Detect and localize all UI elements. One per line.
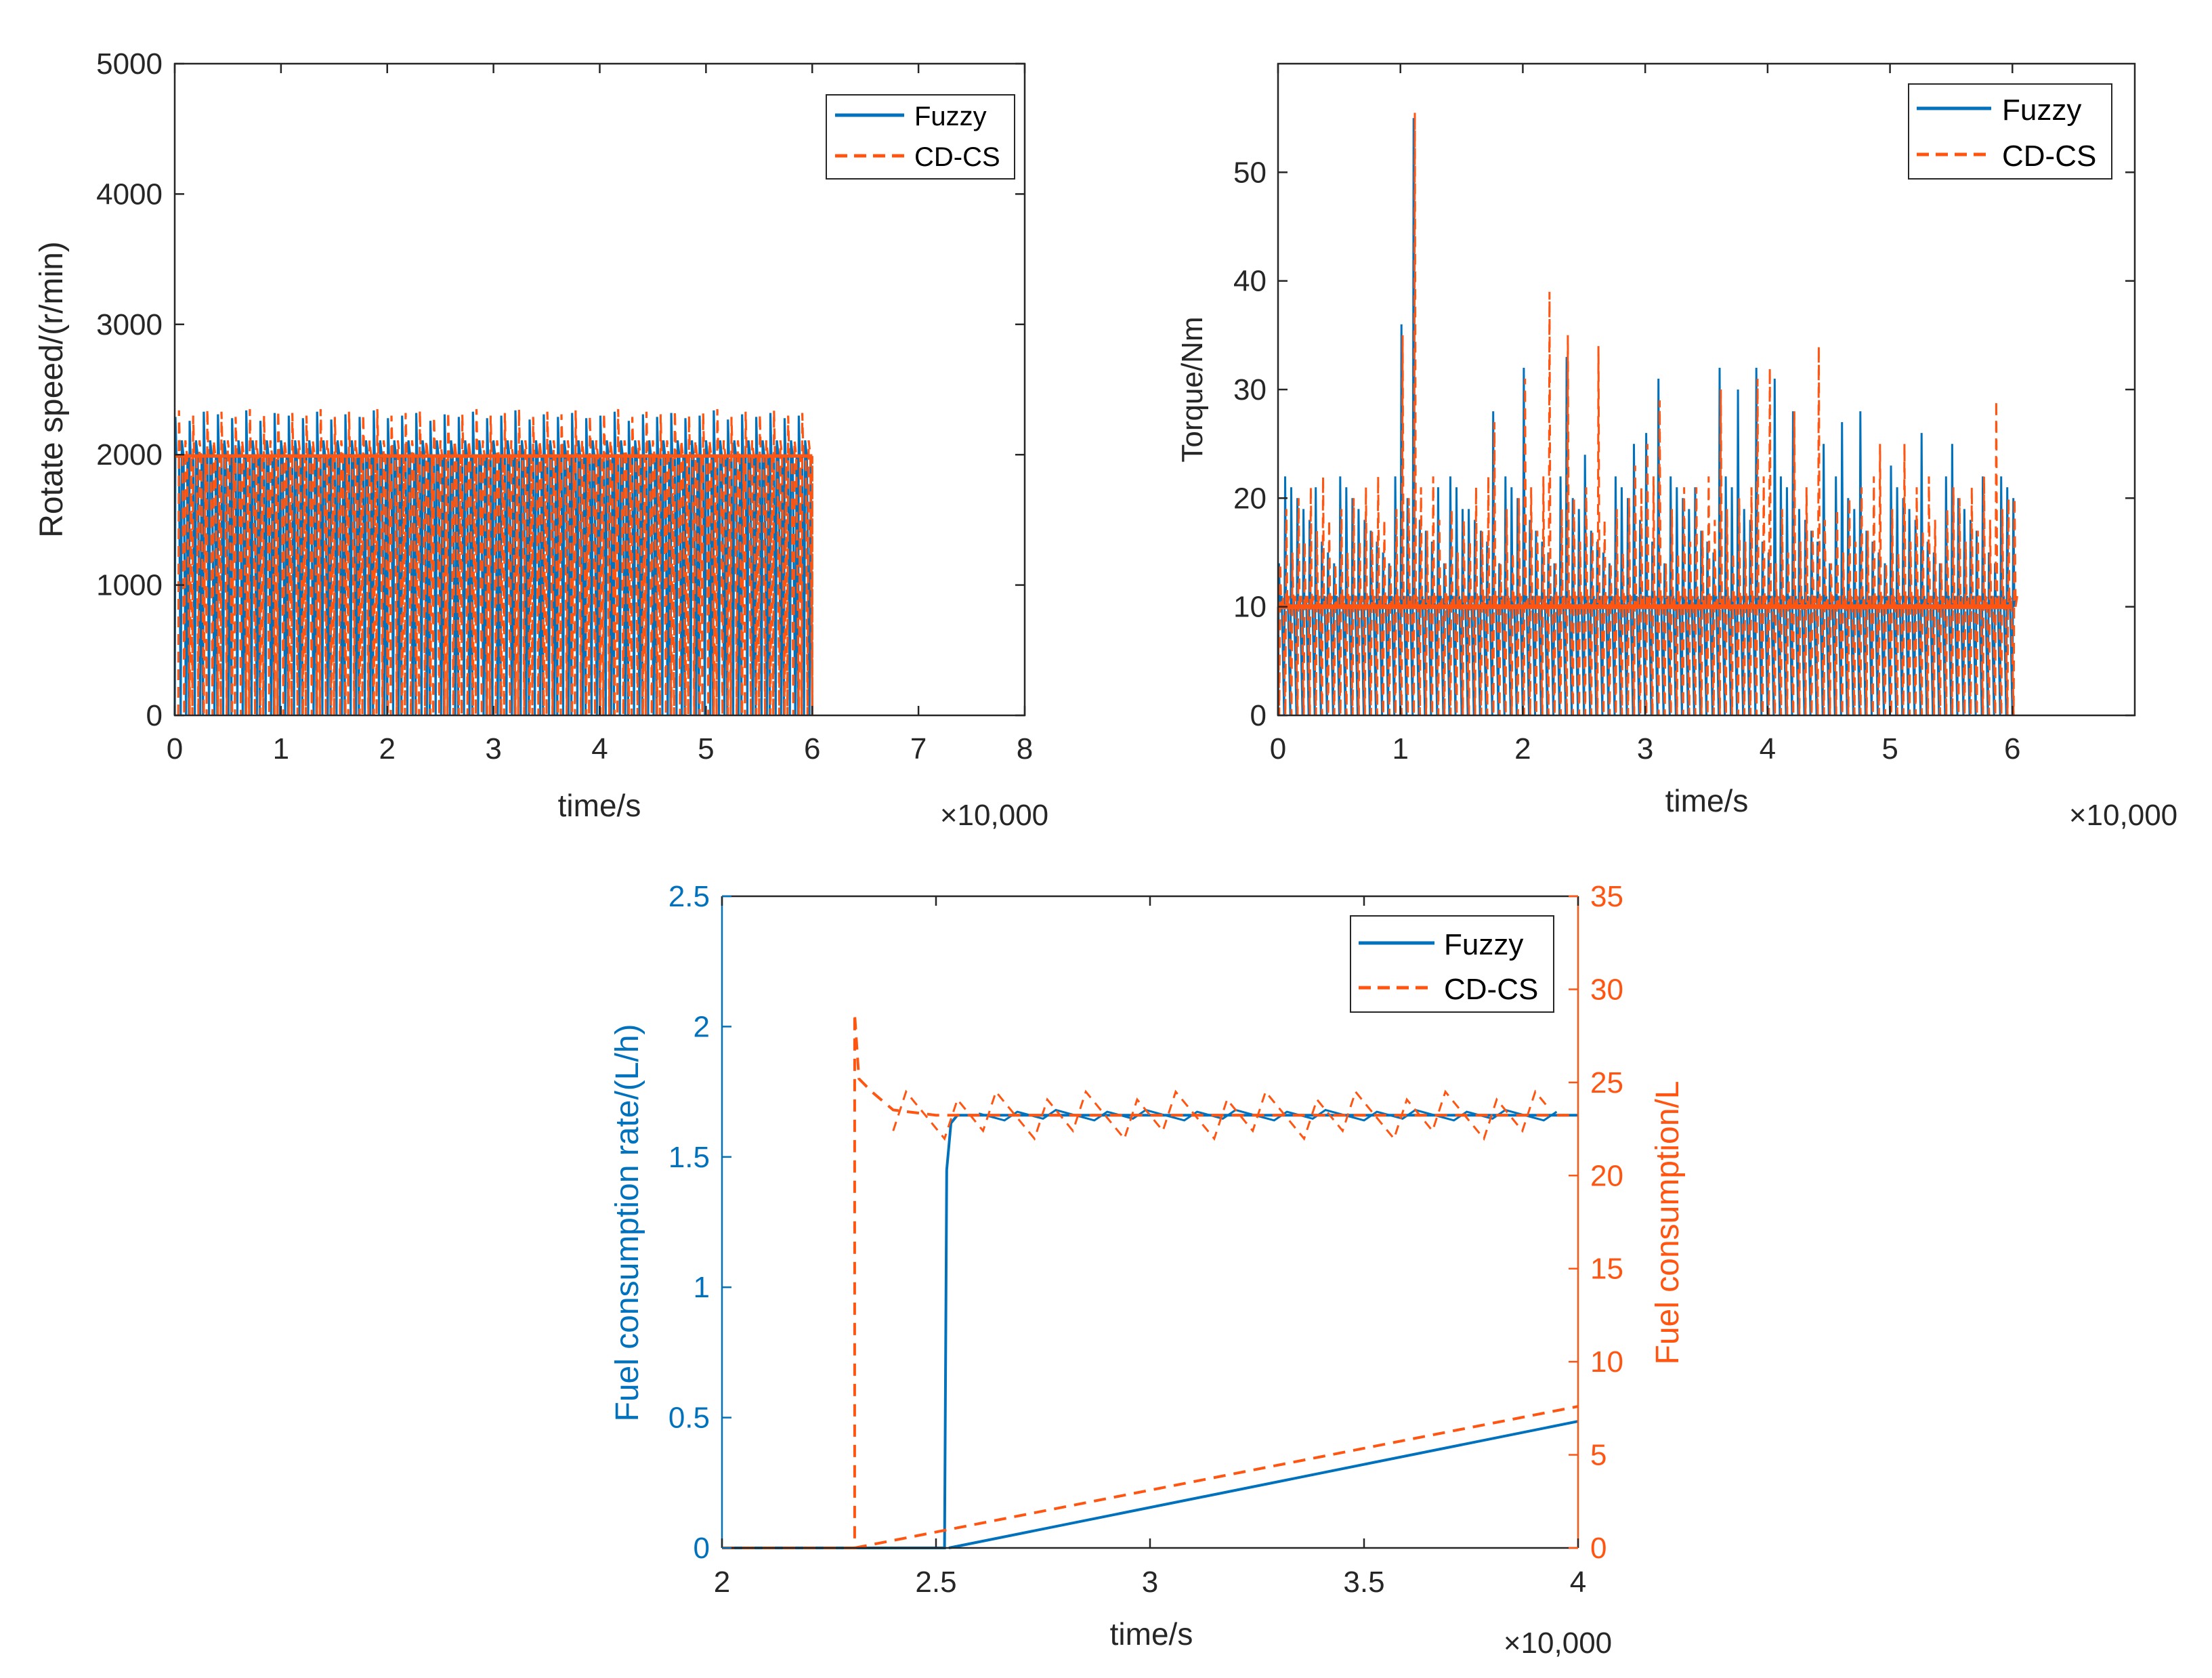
fuel-xtick-label: 3.5 bbox=[1343, 1566, 1384, 1599]
fuel-legend-fuzzy-label: Fuzzy bbox=[1444, 928, 1523, 961]
fuel-x-multiplier: ×10,000 bbox=[1504, 1627, 1612, 1660]
speed-xtick-label: 4 bbox=[591, 732, 608, 765]
speed-ytick-label: 0 bbox=[146, 699, 163, 732]
fuel-ytick-label: 0 bbox=[694, 1532, 710, 1565]
speed-ytick-label: 1000 bbox=[96, 569, 163, 602]
fuel-ytick-label: 1 bbox=[694, 1271, 710, 1304]
fuel-series-fuzzy-right bbox=[948, 1420, 1579, 1549]
speed-ytick-label: 3000 bbox=[96, 308, 163, 341]
torque-series-cd-cs bbox=[1277, 112, 2018, 716]
fuel-y2label: Fuel consumption/L bbox=[1650, 1081, 1686, 1365]
torque-xtick-label: 0 bbox=[1270, 732, 1286, 765]
fuel-xtick-label: 4 bbox=[1570, 1566, 1586, 1599]
torque-ytick-label: 40 bbox=[1233, 265, 1267, 298]
torque-chart: 0 1 2 3 4 5 6 0 10 20 30 40 50 time/s ×10,000 Torque… bbox=[1176, 62, 2177, 832]
fuel-y2tick-label: 25 bbox=[1590, 1066, 1623, 1099]
fuel-y2tick-label: 10 bbox=[1590, 1345, 1623, 1379]
speed-xtick-label: 3 bbox=[485, 732, 501, 765]
fuel-y2tick-label: 35 bbox=[1590, 880, 1623, 913]
fuel-legend[interactable]: Fuzzy CD-CS bbox=[1350, 915, 1554, 1013]
speed-legend-box bbox=[826, 94, 1015, 180]
speed-x-multiplier: ×10,000 bbox=[940, 799, 1048, 832]
speed-legend[interactable]: Fuzzy CD-CS bbox=[826, 94, 1015, 180]
fuel-ytick-label: 0.5 bbox=[668, 1402, 710, 1435]
torque-legend-box bbox=[1908, 83, 2112, 180]
speed-ytick-label: 5000 bbox=[96, 47, 163, 81]
fuel-series-cd-cs-right bbox=[854, 1405, 1579, 1549]
torque-ytick-label: 30 bbox=[1233, 373, 1267, 406]
fuel-legend-box bbox=[1350, 915, 1554, 1013]
fuel-y2tick-label: 15 bbox=[1590, 1253, 1623, 1286]
torque-legend-cdcs-label: CD-CS bbox=[2002, 140, 2096, 173]
fuel-legend-cdcs-label: CD-CS bbox=[1444, 973, 1538, 1006]
torque-series-layer bbox=[1277, 112, 2018, 716]
speed-legend-cdcs-label: CD-CS bbox=[914, 142, 1000, 172]
speed-series-fuzzy bbox=[173, 410, 813, 716]
speed-xtick-label: 6 bbox=[804, 732, 820, 765]
speed-xtick-label: 7 bbox=[910, 732, 927, 765]
torque-xlabel: time/s bbox=[1665, 783, 1749, 818]
torque-legend[interactable]: Fuzzy CD-CS bbox=[1908, 83, 2112, 180]
torque-ytick-label: 20 bbox=[1233, 482, 1267, 515]
torque-xtick-label: 5 bbox=[1881, 732, 1898, 765]
torque-x-multiplier: ×10,000 bbox=[2069, 799, 2177, 832]
torque-xtick-label: 3 bbox=[1637, 732, 1653, 765]
speed-ytick-label: 4000 bbox=[96, 177, 163, 211]
speed-xtick-label: 1 bbox=[273, 732, 289, 765]
fuel-ylabel: Fuel consumption rate/(L/h) bbox=[610, 1024, 645, 1422]
fuel-ytick-label: 2.5 bbox=[668, 880, 710, 913]
torque-xtick-label: 2 bbox=[1514, 732, 1531, 765]
fuel-xtick-label: 2 bbox=[714, 1566, 730, 1599]
fuel-xtick-label: 2.5 bbox=[915, 1566, 956, 1599]
torque-xtick-label: 4 bbox=[1760, 732, 1776, 765]
speed-series-cd-cs bbox=[177, 408, 813, 716]
fuel-y2tick-label: 30 bbox=[1590, 973, 1623, 1006]
torque-ytick-label: 0 bbox=[1250, 699, 1267, 732]
speed-xtick-label: 2 bbox=[379, 732, 396, 765]
torque-xtick-label: 1 bbox=[1392, 732, 1408, 765]
torque-ytick-label: 10 bbox=[1233, 591, 1267, 624]
fuel-xtick-label: 3 bbox=[1142, 1566, 1158, 1599]
fuel-ytick-label: 2 bbox=[694, 1010, 710, 1043]
fuel-y2tick-label: 20 bbox=[1590, 1159, 1623, 1192]
speed-legend-fuzzy-label: Fuzzy bbox=[914, 102, 987, 131]
fuel-xlabel: time/s bbox=[1110, 1616, 1193, 1652]
torque-ylabel: Torque/Nm bbox=[1176, 316, 1209, 462]
fuel-fluctuation-cd-cs bbox=[892, 1089, 1549, 1141]
torque-tick-layer: 0 1 2 3 4 5 6 0 10 20 30 40 50 bbox=[1233, 64, 2135, 765]
speed-xtick-label: 0 bbox=[167, 732, 183, 765]
speed-ylabel: Rotate speed/(r/min) bbox=[34, 241, 70, 538]
fuel-ytick-label: 1.5 bbox=[668, 1141, 710, 1174]
fuel-series-cd-cs-left bbox=[722, 1013, 1578, 1549]
fuel-y2tick-label: 5 bbox=[1590, 1439, 1607, 1472]
speed-ytick-label: 2000 bbox=[96, 438, 163, 471]
torque-xtick-label: 6 bbox=[2004, 732, 2020, 765]
speed-xtick-label: 8 bbox=[1017, 732, 1033, 765]
torque-ytick-label: 50 bbox=[1233, 156, 1267, 189]
speed-chart: 0 1 2 3 4 5 6 7 8 0 1000 2000 3000 4000 5000 time/s ×1… bbox=[34, 47, 1048, 832]
torque-legend-fuzzy-label: Fuzzy bbox=[2002, 93, 2081, 127]
fuel-y2tick-label: 0 bbox=[1590, 1532, 1607, 1565]
speed-xlabel: time/s bbox=[558, 788, 641, 823]
speed-tick-layer: 0 1 2 3 4 5 6 7 8 0 1000 2000 3000 4000 5000 bbox=[96, 47, 1033, 765]
speed-series-layer bbox=[173, 408, 813, 716]
speed-xtick-label: 5 bbox=[698, 732, 714, 765]
